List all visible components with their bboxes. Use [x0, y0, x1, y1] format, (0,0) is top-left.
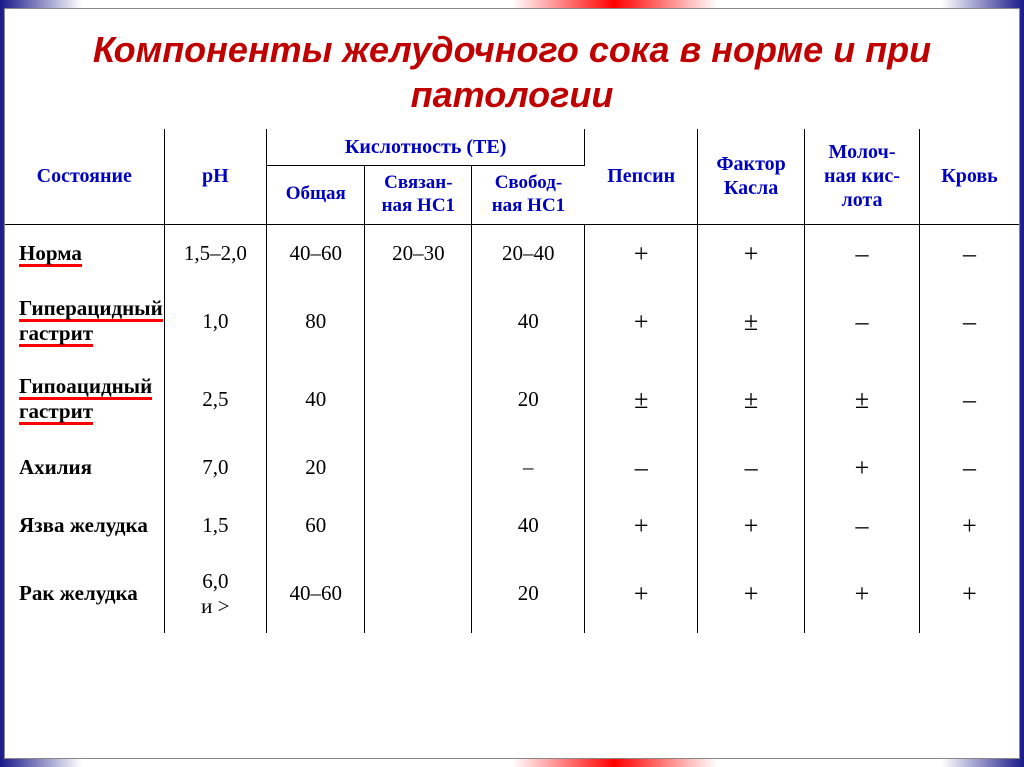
cell-free: 20–40 — [472, 224, 585, 283]
cell-ph: 2,5 — [164, 361, 267, 439]
cell-pepsin: + — [585, 224, 698, 283]
page-title: Компоненты желудочного сока в норме и пр… — [35, 27, 989, 117]
cell-pepsin: + — [585, 497, 698, 555]
cell-state: Рак желудка — [5, 555, 164, 633]
cell-total: 80 — [267, 283, 365, 361]
table-row: Норма1,5–2,040–6020–3020–40++–– — [5, 224, 1019, 283]
cell-lactic: – — [804, 497, 919, 555]
col-header-state: Состояние — [5, 129, 164, 224]
cell-total: 40–60 — [267, 224, 365, 283]
cell-lactic: – — [804, 283, 919, 361]
table-header: Состояние рН Кислотность (ТЕ) Пепсин Фак… — [5, 129, 1019, 224]
cell-free: 40 — [472, 497, 585, 555]
cell-free: 40 — [472, 283, 585, 361]
col-header-ph: рН — [164, 129, 267, 224]
title-region: Компоненты желудочного сока в норме и пр… — [5, 9, 1019, 125]
cell-castle: ± — [698, 283, 805, 361]
cell-lactic: ± — [804, 361, 919, 439]
cell-bound — [365, 283, 472, 361]
cell-total: 40–60 — [267, 555, 365, 633]
table-row: Рак желудка6,0 и >40–6020++++ — [5, 555, 1019, 633]
cell-state: Гипоацидныйгастрит — [5, 361, 164, 439]
cell-state: Гиперацидныйгастрит — [5, 283, 164, 361]
table-row: Ахилия7,020–––+– — [5, 439, 1019, 497]
cell-lactic: + — [804, 555, 919, 633]
col-header-blood: Кровь — [920, 129, 1019, 224]
table-row: Гипоацидныйгастрит2,54020±±±– — [5, 361, 1019, 439]
cell-free: – — [472, 439, 585, 497]
col-header-castle: Фактор Касла — [698, 129, 805, 224]
cell-bound — [365, 361, 472, 439]
gastric-juice-table: Состояние рН Кислотность (ТЕ) Пепсин Фак… — [5, 129, 1019, 633]
cell-ph: 1,5 — [164, 497, 267, 555]
col-header-total: Общая — [267, 166, 365, 225]
cell-state: Язва желудка — [5, 497, 164, 555]
cell-blood: + — [920, 497, 1019, 555]
cell-state: Норма — [5, 224, 164, 283]
cell-bound — [365, 439, 472, 497]
cell-castle: + — [698, 497, 805, 555]
cell-bound — [365, 555, 472, 633]
cell-bound: 20–30 — [365, 224, 472, 283]
cell-ph: 1,0 — [164, 283, 267, 361]
table-row: Язва желудка1,56040++–+ — [5, 497, 1019, 555]
cell-lactic: + — [804, 439, 919, 497]
cell-blood: + — [920, 555, 1019, 633]
cell-blood: – — [920, 361, 1019, 439]
cell-castle: + — [698, 224, 805, 283]
cell-free: 20 — [472, 555, 585, 633]
col-header-acidity: Кислотность (ТЕ) — [267, 129, 585, 166]
cell-ph: 7,0 — [164, 439, 267, 497]
col-header-pepsin: Пепсин — [585, 129, 698, 224]
col-header-lactic: Молоч- ная кис- лота — [804, 129, 919, 224]
table-body: Норма1,5–2,040–6020–3020–40++––Гиперацид… — [5, 224, 1019, 633]
cell-total: 60 — [267, 497, 365, 555]
cell-pepsin: ± — [585, 361, 698, 439]
cell-total: 20 — [267, 439, 365, 497]
cell-blood: – — [920, 283, 1019, 361]
table-region: Состояние рН Кислотность (ТЕ) Пепсин Фак… — [5, 125, 1019, 633]
cell-pepsin: + — [585, 555, 698, 633]
cell-ph: 6,0 и > — [164, 555, 267, 633]
cell-castle: ± — [698, 361, 805, 439]
cell-state: Ахилия — [5, 439, 164, 497]
slide-container: Компоненты желудочного сока в норме и пр… — [4, 8, 1020, 759]
cell-castle: + — [698, 555, 805, 633]
table-row: Гиперацидныйгастрит1,08040+±–– — [5, 283, 1019, 361]
cell-lactic: – — [804, 224, 919, 283]
cell-pepsin: – — [585, 439, 698, 497]
cell-castle: – — [698, 439, 805, 497]
cell-free: 20 — [472, 361, 585, 439]
cell-bound — [365, 497, 472, 555]
col-header-bound: Связан- ная НС1 — [365, 166, 472, 225]
cell-total: 40 — [267, 361, 365, 439]
cell-blood: – — [920, 224, 1019, 283]
col-header-free: Свобод- ная НС1 — [472, 166, 585, 225]
cell-pepsin: + — [585, 283, 698, 361]
cell-blood: – — [920, 439, 1019, 497]
cell-ph: 1,5–2,0 — [164, 224, 267, 283]
